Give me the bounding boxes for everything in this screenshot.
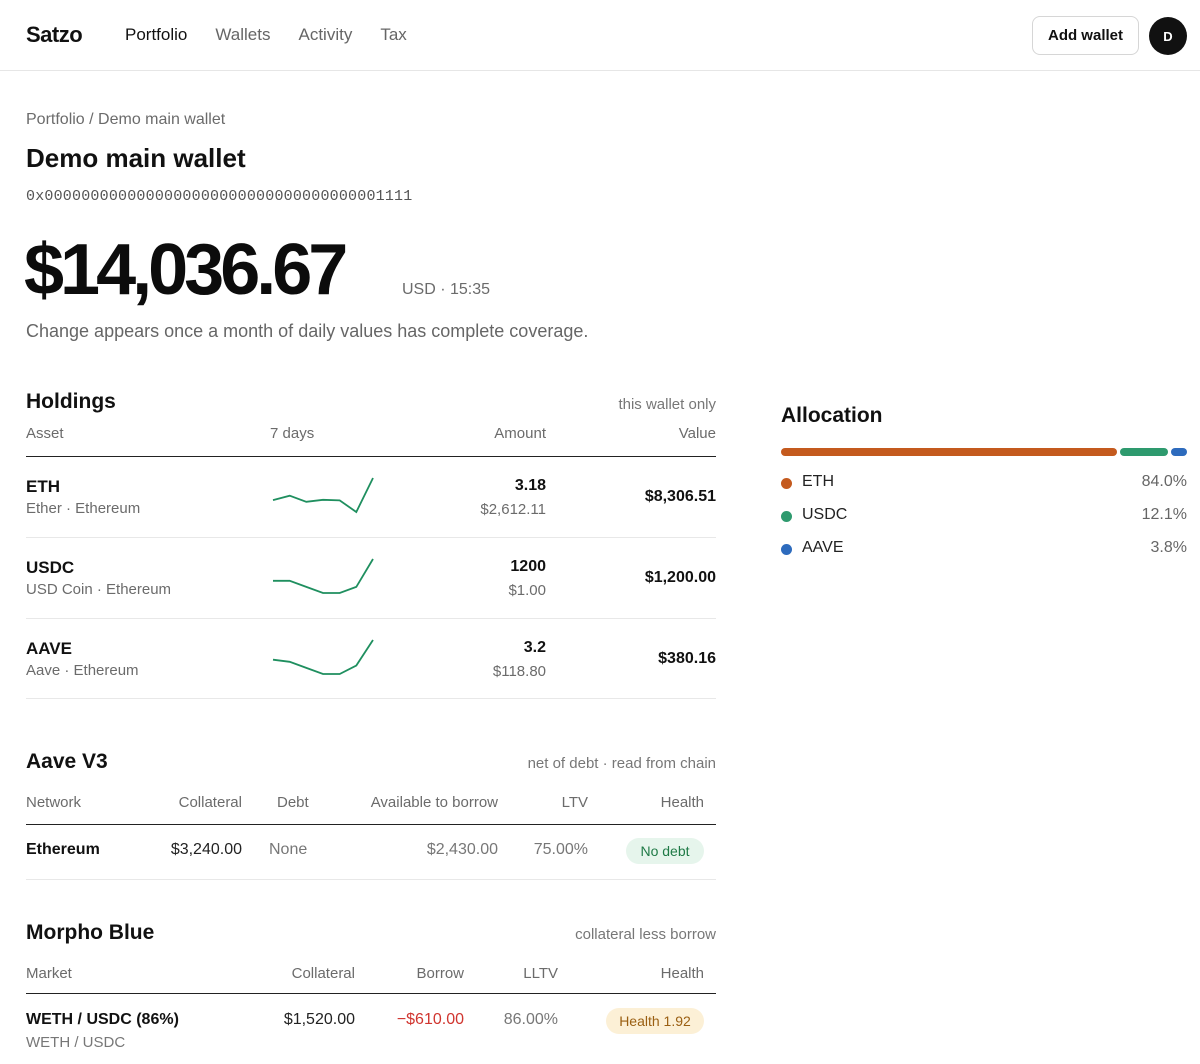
total-currency-time: USD · 15:35	[402, 281, 491, 298]
col-health: Health	[660, 965, 704, 982]
legend-dot	[781, 511, 792, 522]
asset-value: $380.16	[658, 650, 716, 667]
aave-note: net of debt · read from chain	[527, 755, 716, 772]
row-divider	[26, 879, 716, 880]
morpho-lltv: 86.00%	[503, 1011, 558, 1028]
col-ltv: LTV	[561, 794, 588, 811]
allocation-segment-eth	[781, 448, 1117, 456]
sparkline-aave	[272, 639, 374, 675]
market-name: WETH / USDC (86%)	[26, 1011, 179, 1028]
nav-tax[interactable]: Tax	[380, 25, 407, 44]
sparkline-line	[273, 558, 374, 594]
table-row[interactable]: ETH Ether · Ethereum 3.18 $2,612.11 $8,3…	[26, 457, 716, 538]
legend-label: AAVE	[802, 539, 844, 556]
col-network: Network	[26, 794, 82, 811]
aave-debt: None	[269, 841, 308, 858]
asset-price: $1.00	[508, 582, 546, 599]
asset-symbol: USDC	[26, 558, 75, 577]
asset-price: $2,612.11	[480, 501, 546, 518]
asset-name: Aave · Ethereum	[26, 662, 139, 679]
sparkline-line	[272, 477, 374, 514]
row-divider	[26, 618, 716, 619]
nav-portfolio[interactable]: Portfolio	[125, 25, 188, 44]
morpho-note: collateral less borrow	[575, 926, 716, 943]
allocation-segment-aave	[1171, 448, 1187, 456]
health-badge: No debt	[626, 838, 704, 864]
table-row[interactable]: AAVE Aave · Ethereum 3.2 $118.80 $380.16	[26, 619, 716, 700]
aave-header-rule	[26, 824, 716, 825]
holdings-title: Holdings	[26, 390, 116, 413]
morpho-header-rule	[26, 993, 716, 994]
legend-label: ETH	[802, 473, 834, 490]
allocation-segment-usdc	[1120, 448, 1169, 456]
col-market: Market	[26, 965, 72, 982]
sparkline-line	[272, 639, 374, 675]
legend-percent: 84.0%	[1141, 473, 1187, 490]
legend-dot	[781, 544, 792, 555]
nav-activity[interactable]: Activity	[298, 25, 353, 44]
col-borrow: Borrow	[416, 965, 464, 982]
asset-amount: 3.2	[523, 639, 546, 656]
row-divider	[26, 698, 716, 699]
aave-ltv: 75.00%	[533, 841, 588, 858]
asset-value: $1,200.00	[644, 569, 716, 586]
holdings-note: this wallet only	[618, 396, 716, 413]
breadcrumb[interactable]: Portfolio / Demo main wallet	[26, 111, 226, 128]
sparkline-usdc	[273, 558, 374, 594]
total-value: $14,036.67	[24, 230, 348, 310]
col-debt: Debt	[277, 794, 309, 811]
market-pair: WETH / USDC	[26, 1034, 126, 1051]
aave-available: $2,430.00	[426, 841, 498, 858]
col-health: Health	[660, 794, 704, 811]
allocation-legend-eth: ETH 84.0%	[781, 472, 1187, 494]
asset-price: $118.80	[492, 663, 546, 680]
allocation-title: Allocation	[781, 404, 883, 427]
add-wallet-button[interactable]: Add wallet	[1032, 16, 1139, 55]
asset-amount: 1200	[510, 558, 546, 575]
main-nav: Portfolio Wallets Activity Tax	[125, 25, 407, 45]
asset-name: USD Coin · Ethereum	[26, 581, 172, 598]
sparkline-eth	[272, 477, 374, 514]
asset-name: Ether · Ethereum	[26, 500, 141, 517]
legend-label: USDC	[802, 506, 848, 523]
allocation-bar	[781, 448, 1187, 456]
legend-percent: 12.1%	[1141, 506, 1187, 523]
legend-percent: 3.8%	[1150, 539, 1187, 556]
asset-symbol: AAVE	[26, 639, 72, 658]
col-available-to-borrow: Available to borrow	[370, 794, 498, 811]
row-divider	[26, 537, 716, 538]
asset-symbol: ETH	[26, 477, 60, 496]
asset-amount: 3.18	[514, 477, 546, 494]
brand-logo[interactable]: Satzo	[26, 22, 83, 47]
col-lltv: LLTV	[523, 965, 558, 982]
aave-title: Aave V3	[26, 750, 108, 773]
change-note: Change appears once a month of daily val…	[26, 321, 589, 341]
wallet-address: 0x00000000000000000000000000000000000011…	[26, 188, 413, 205]
col-collateral: Collateral	[178, 794, 242, 811]
table-row[interactable]: USDC USD Coin · Ethereum 1200 $1.00 $1,2…	[26, 538, 716, 619]
top-nav-bar: Satzo Portfolio Wallets Activity Tax Add…	[0, 0, 1200, 71]
health-badge: Health 1.92	[606, 1008, 704, 1034]
allocation-legend-aave: AAVE 3.8%	[781, 538, 1187, 560]
col-7-days: 7 days	[270, 425, 315, 442]
avatar[interactable]: D	[1149, 17, 1187, 55]
nav-wallets[interactable]: Wallets	[215, 25, 271, 44]
col-collateral: Collateral	[291, 965, 355, 982]
morpho-title: Morpho Blue	[26, 921, 155, 944]
col-asset: Asset	[26, 425, 64, 442]
allocation-legend-usdc: USDC 12.1%	[781, 505, 1187, 527]
asset-value: $8,306.51	[644, 488, 716, 505]
col-amount: Amount	[494, 425, 546, 442]
network-name: Ethereum	[26, 841, 100, 858]
morpho-collateral: $1,520.00	[283, 1011, 355, 1028]
aave-collateral: $3,240.00	[170, 841, 242, 858]
col-value: Value	[678, 425, 716, 442]
page-title: Demo main wallet	[26, 143, 246, 173]
legend-dot	[781, 478, 792, 489]
holdings-header-rule	[26, 456, 716, 457]
morpho-borrow: −$610.00	[396, 1011, 464, 1028]
